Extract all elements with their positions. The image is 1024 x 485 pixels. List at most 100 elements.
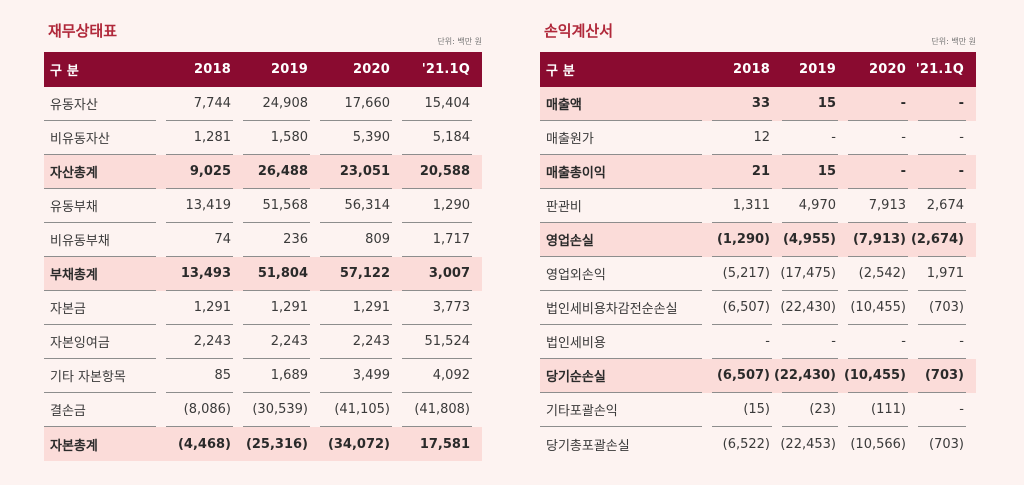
- value-cell: -: [782, 121, 838, 155]
- value-cell: (22,430): [780, 291, 838, 325]
- table-row: 비유동부채 74 236 809 1,717: [44, 223, 482, 257]
- value-cell: 1,689: [243, 359, 310, 393]
- income-statement-table: 구 분 2018 2019 2020'21.1Q 매출액 33 15- - 매출원가 12- - - 매…: [540, 52, 976, 461]
- table-header: 구 분 2018 2019 2020 '21.1Q: [44, 52, 482, 87]
- value-cell: 2,243: [320, 325, 392, 359]
- balance-sheet-title: 재무상태표: [48, 22, 118, 40]
- table-row: 매출원가 12- - -: [540, 121, 976, 155]
- value-cell: (6,522): [722, 436, 770, 452]
- value-cell: (10,566): [850, 436, 906, 452]
- value-cell: 1,291: [166, 291, 233, 325]
- value-cell: 1,311: [712, 189, 772, 223]
- table-row: 결손금 (8,086) (30,539) (41,105) (41,808): [44, 393, 482, 427]
- value-cell: 1,290: [402, 189, 472, 223]
- value-cell: 1,281: [166, 121, 233, 155]
- income-statement-title: 손익계산서: [544, 22, 614, 40]
- value-cell: -: [918, 155, 966, 189]
- row-label: 당기총포괄손실: [546, 438, 630, 454]
- row-label: 매출원가: [540, 121, 702, 155]
- table-row: 부채총계 13,493 51,804 57,122 3,007: [44, 257, 482, 291]
- value-cell: (15): [712, 393, 772, 427]
- value-cell: 74: [166, 223, 233, 257]
- table-row: 자본총계 (4,468) (25,316) (34,072) 17,581: [44, 427, 482, 461]
- row-label: 자산총계: [44, 155, 156, 189]
- value-cell: 23,051: [320, 155, 392, 189]
- value-cell: 17,581: [419, 436, 470, 452]
- value-cell: 51,804: [243, 257, 310, 291]
- table-row: 자산총계 9,025 26,488 23,051 20,588: [44, 155, 482, 189]
- value-cell: 5,390: [320, 121, 392, 155]
- row-label: 자본총계: [50, 438, 98, 454]
- row-label: 매출총이익: [540, 155, 702, 189]
- table-row: 법인세비용차감전순손실 (6,507) (22,430) (10,455) (703): [540, 291, 976, 325]
- value-cell: (6,507): [712, 359, 772, 393]
- value-cell: -: [918, 121, 966, 155]
- value-cell: 33: [712, 87, 772, 121]
- value-cell: (23): [782, 393, 838, 427]
- header-label-cell: 구 분: [546, 64, 576, 79]
- value-cell: 3,773: [402, 291, 472, 325]
- value-cell: -: [712, 325, 772, 359]
- table-row: 매출총이익 21 15- -: [540, 155, 976, 189]
- row-label: 유동자산: [44, 87, 156, 121]
- value-cell: (10,455): [848, 291, 908, 325]
- value-cell: 57,122: [320, 257, 392, 291]
- row-label: 영업외손익: [540, 257, 702, 291]
- value-cell: 12: [712, 121, 772, 155]
- value-cell: 20,588: [402, 155, 472, 189]
- table-row: 자본잉여금 2,243 2,243 2,243 51,524: [44, 325, 482, 359]
- row-label: 비유동자산: [44, 121, 156, 155]
- value-cell: (25,316): [245, 436, 308, 452]
- value-cell: 21: [712, 155, 772, 189]
- value-cell: 15,404: [402, 87, 472, 121]
- value-cell: 4,092: [402, 359, 472, 393]
- value-cell: 1,580: [243, 121, 310, 155]
- value-cell: 9,025: [166, 155, 233, 189]
- header-year-cell: '21.1Q: [421, 62, 470, 77]
- row-label: 결손금: [44, 393, 156, 427]
- value-cell: 236: [243, 223, 310, 257]
- value-cell: 51,568: [243, 189, 310, 223]
- table-row: 기타 자본항목 85 1,689 3,499 4,092: [44, 359, 482, 393]
- value-cell: (10,455): [844, 359, 908, 393]
- row-label: 판관비: [540, 189, 702, 223]
- value-cell: 4,970: [782, 189, 838, 223]
- value-cell: -: [848, 121, 908, 155]
- value-cell: 2,243: [166, 325, 233, 359]
- value-cell: (703): [918, 359, 966, 393]
- value-cell: -: [918, 87, 966, 121]
- row-label: 법인세비용: [540, 325, 702, 359]
- table-row: 비유동자산 1,281 1,580 5,390 5,184: [44, 121, 482, 155]
- value-cell: 7,913: [848, 189, 908, 223]
- value-cell: 17,660: [320, 87, 392, 121]
- balance-sheet-table: 구 분 2018 2019 2020 '21.1Q 유동자산 7,744 24,908 17,6…: [44, 52, 482, 461]
- value-cell: (4,468): [177, 436, 231, 452]
- value-cell: (41,105): [320, 393, 392, 427]
- row-label: 유동부채: [44, 189, 156, 223]
- header-year-cell: 2018: [194, 62, 231, 77]
- table-header: 구 분 2018 2019 2020 '21.1Q: [540, 52, 976, 87]
- value-cell: -: [918, 325, 966, 359]
- value-cell: (5,217): [712, 257, 772, 291]
- value-cell: 3,007: [402, 257, 472, 291]
- value-cell: 56,314: [320, 189, 392, 223]
- value-cell: 1,291: [320, 291, 392, 325]
- value-cell: 7,744: [166, 87, 233, 121]
- header-year-cell: 2018: [733, 62, 770, 77]
- value-cell: 2,674: [918, 189, 966, 223]
- value-cell: -: [848, 87, 908, 121]
- value-cell: 13,419: [166, 189, 233, 223]
- value-cell: 15: [782, 155, 838, 189]
- row-label: 영업손실: [540, 223, 702, 257]
- row-label: 기타 자본항목: [44, 359, 156, 393]
- balance-sheet-unit: 단위: 백만 원: [437, 37, 482, 46]
- value-cell: 51,524: [402, 325, 472, 359]
- value-cell: 1,717: [402, 223, 472, 257]
- value-cell: 1,971: [918, 257, 966, 291]
- value-cell: -: [918, 393, 966, 427]
- header-year-cell: 2019: [271, 62, 308, 77]
- header-year-cell: 2020: [869, 62, 906, 77]
- value-cell: 5,184: [402, 121, 472, 155]
- value-cell: (41,808): [402, 393, 472, 427]
- value-cell: 1,291: [243, 291, 310, 325]
